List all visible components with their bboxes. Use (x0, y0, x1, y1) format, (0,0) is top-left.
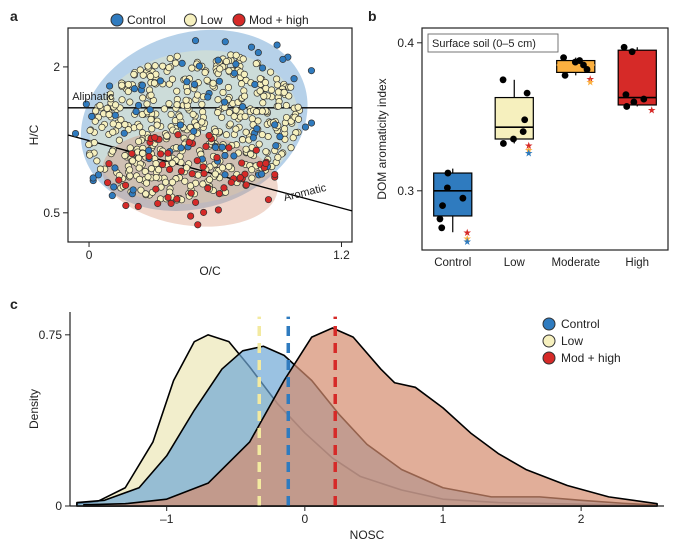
svg-text:0.3: 0.3 (397, 184, 414, 198)
svg-text:Low: Low (504, 257, 526, 269)
svg-text:2: 2 (578, 512, 585, 526)
svg-text:O/C: O/C (199, 264, 221, 278)
svg-text:★: ★ (524, 148, 533, 159)
panel-b: ★★★Control★★★Low★★Moderate★High0.30.4DOM… (370, 12, 676, 280)
svg-text:1.2: 1.2 (333, 248, 350, 262)
svg-text:Low: Low (200, 13, 222, 27)
svg-text:Control: Control (127, 13, 166, 27)
figure: a b c ControlLowMod + highAliphaticAroma… (8, 8, 677, 550)
svg-text:1: 1 (440, 512, 447, 526)
svg-text:★: ★ (463, 237, 472, 248)
svg-text:0: 0 (55, 499, 62, 513)
svg-text:Aliphatic: Aliphatic (72, 91, 114, 103)
svg-text:Mod + high: Mod + high (561, 351, 621, 365)
svg-text:2: 2 (53, 60, 60, 74)
svg-text:0.4: 0.4 (397, 36, 414, 50)
panel-a: Control Low Mod + high Aliphatic Aromatic 0 1.… (22, 12, 362, 280)
svg-text:Control: Control (561, 317, 600, 331)
svg-text:0: 0 (301, 512, 308, 526)
svg-text:Moderate: Moderate (551, 257, 600, 269)
svg-text:0.5: 0.5 (43, 206, 60, 220)
svg-text:NOSC: NOSC (350, 528, 385, 542)
svg-text:Low: Low (561, 334, 583, 348)
svg-text:–1: –1 (160, 512, 174, 526)
panel-c: –1 0 1 2 0 0.75 NOSC Density Control Low Mod + hig… (22, 304, 674, 544)
svg-text:Density: Density (27, 389, 41, 429)
svg-text:★: ★ (647, 105, 656, 116)
svg-text:DOM aromaticity index: DOM aromaticity index (375, 78, 389, 199)
panel-c-label: c (10, 296, 18, 312)
svg-text:High: High (625, 257, 649, 269)
svg-text:Control: Control (434, 257, 471, 269)
svg-text:★: ★ (586, 77, 595, 88)
panel-a-label: a (10, 8, 18, 24)
svg-text:Surface soil (0–5 cm): Surface soil (0–5 cm) (432, 38, 536, 50)
svg-text:Aromatic: Aromatic (283, 182, 328, 204)
svg-text:Mod + high: Mod + high (249, 13, 309, 27)
svg-text:0.75: 0.75 (39, 328, 63, 342)
svg-text:H/C: H/C (27, 124, 41, 145)
svg-text:0: 0 (86, 248, 93, 262)
